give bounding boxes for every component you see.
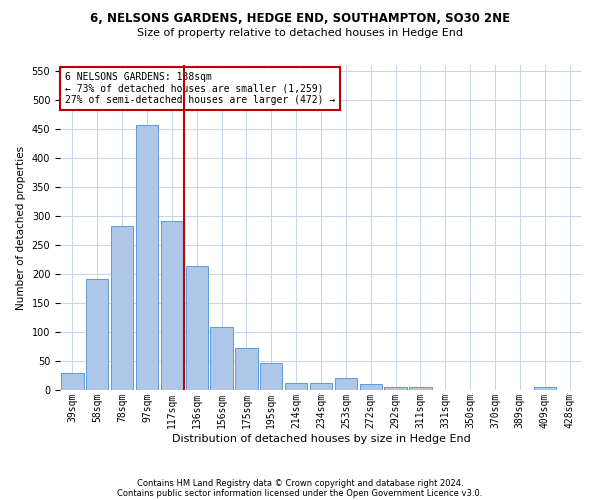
Bar [161,221,183,390]
Bar [86,278,109,390]
Text: 6 NELSONS GARDENS: 138sqm
← 73% of detached houses are smaller (1,259)
27% of se: 6 NELSONS GARDENS: 138sqm ← 73% of detac… [65,72,335,104]
Bar [335,378,357,390]
Bar [310,383,332,390]
Text: Size of property relative to detached houses in Hedge End: Size of property relative to detached ho… [137,28,463,38]
X-axis label: Distribution of detached houses by size in Hedge End: Distribution of detached houses by size … [172,434,470,444]
Bar [385,386,407,390]
Bar [359,384,382,390]
Y-axis label: Number of detached properties: Number of detached properties [16,146,26,310]
Bar [61,372,83,390]
Bar [260,364,283,390]
Bar [235,348,257,390]
Bar [111,226,133,390]
Bar [409,387,431,390]
Bar [285,383,307,390]
Bar [185,266,208,390]
Text: Contains HM Land Registry data © Crown copyright and database right 2024.: Contains HM Land Registry data © Crown c… [137,478,463,488]
Bar [136,126,158,390]
Bar [211,326,233,390]
Text: Contains public sector information licensed under the Open Government Licence v3: Contains public sector information licen… [118,488,482,498]
Bar [533,387,556,390]
Text: 6, NELSONS GARDENS, HEDGE END, SOUTHAMPTON, SO30 2NE: 6, NELSONS GARDENS, HEDGE END, SOUTHAMPT… [90,12,510,26]
